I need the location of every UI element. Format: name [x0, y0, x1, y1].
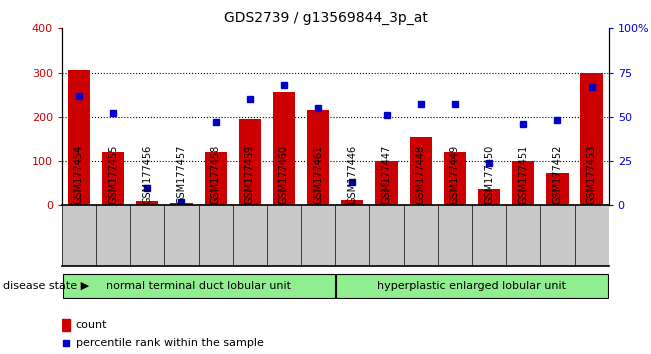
FancyBboxPatch shape	[336, 274, 608, 298]
Bar	[376, 161, 398, 205]
Bar	[102, 152, 124, 205]
Bar	[546, 173, 568, 205]
Bar	[307, 110, 329, 205]
Text: disease state ▶: disease state ▶	[3, 281, 89, 291]
Text: GDS2739 / g13569844_3p_at: GDS2739 / g13569844_3p_at	[223, 11, 428, 25]
Bar	[239, 119, 261, 205]
Bar	[171, 203, 193, 205]
Text: normal terminal duct lobular unit: normal terminal duct lobular unit	[106, 281, 291, 291]
Bar	[512, 161, 534, 205]
Text: hyperplastic enlarged lobular unit: hyperplastic enlarged lobular unit	[378, 281, 566, 291]
Bar	[273, 92, 295, 205]
Bar	[581, 74, 603, 205]
Text: percentile rank within the sample: percentile rank within the sample	[76, 338, 264, 348]
Bar	[341, 200, 363, 205]
Bar	[204, 152, 227, 205]
Bar	[478, 188, 500, 205]
Text: count: count	[76, 320, 107, 330]
Bar	[444, 152, 466, 205]
Bar	[68, 70, 90, 205]
Bar	[136, 201, 158, 205]
FancyBboxPatch shape	[62, 274, 335, 298]
Bar	[62, 319, 70, 331]
Bar	[409, 137, 432, 205]
